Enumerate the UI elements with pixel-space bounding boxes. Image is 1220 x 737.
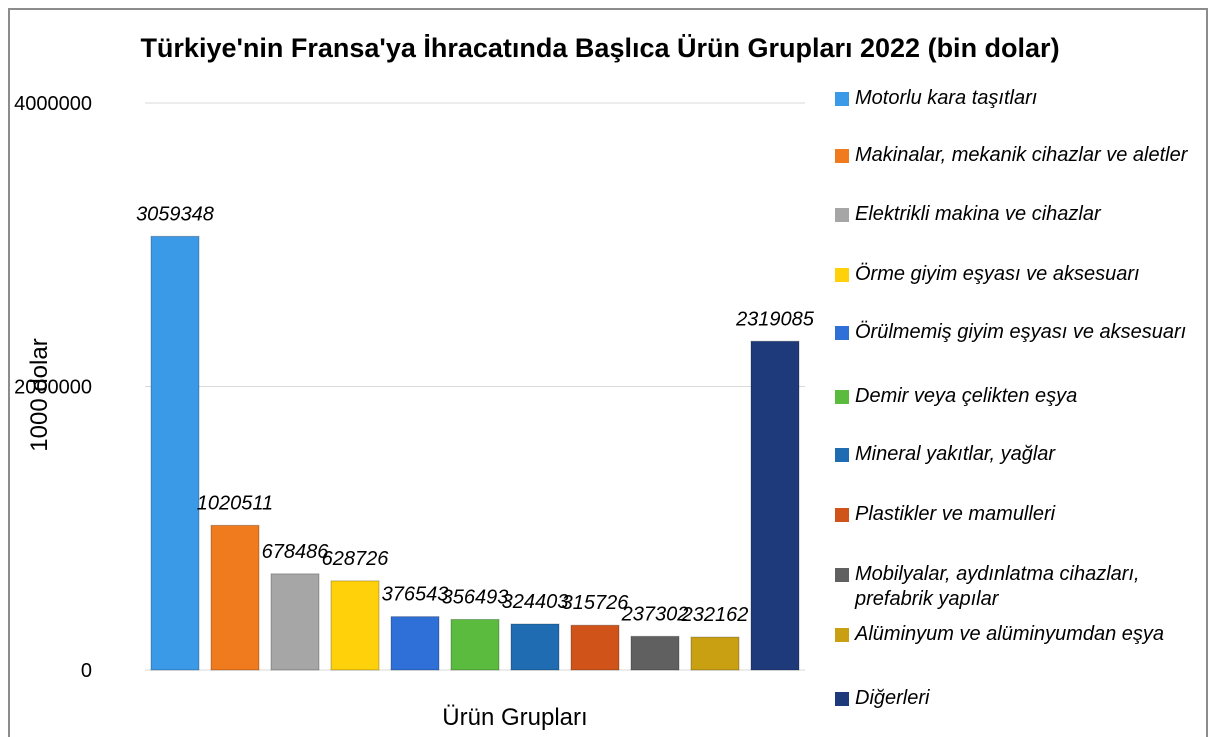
frame bbox=[8, 8, 1208, 737]
data-label: 324403 bbox=[502, 591, 569, 613]
legend-item: Alüminyum ve alüminyumdan eşya bbox=[835, 622, 1205, 647]
legend-label: Örülmemiş giyim eşyası ve aksesuarı bbox=[855, 321, 1187, 343]
bar bbox=[210, 524, 260, 671]
y-tick-label: 2000000 bbox=[14, 377, 92, 399]
legend-swatch bbox=[835, 508, 849, 522]
data-label: 678486 bbox=[262, 541, 330, 563]
data-label: 376543 bbox=[382, 584, 449, 606]
bar bbox=[330, 580, 380, 671]
legend-swatch bbox=[835, 92, 849, 106]
legend-item: Motorlu kara taşıtları bbox=[835, 86, 1205, 111]
legend-swatch bbox=[835, 268, 849, 282]
bar bbox=[270, 573, 320, 671]
y-axis-label: 1000 dolar bbox=[26, 338, 53, 451]
legend-swatch bbox=[835, 390, 849, 404]
data-label: 1020511 bbox=[197, 492, 273, 514]
data-label: 232162 bbox=[681, 604, 749, 626]
legend-swatch bbox=[835, 326, 849, 340]
legend-label: Demir veya çelikten eşya bbox=[855, 385, 1078, 407]
y-tick-label: 0 bbox=[81, 660, 92, 682]
legend-swatch bbox=[835, 692, 849, 706]
legend-label: Elektrikli makina ve cihazlar bbox=[855, 203, 1101, 225]
bar bbox=[630, 635, 680, 671]
legend-label: Mobilyalar, aydınlatma cihazları, prefab… bbox=[855, 563, 1140, 610]
legend-label: Alüminyum ve alüminyumdan eşya bbox=[855, 623, 1165, 645]
bar bbox=[510, 623, 560, 671]
bar bbox=[570, 624, 620, 671]
data-label: 3059348 bbox=[136, 203, 214, 225]
legend-swatch bbox=[835, 628, 849, 642]
bar bbox=[450, 618, 500, 671]
legend-label: Plastikler ve mamulleri bbox=[855, 503, 1056, 525]
legend-label: Mineral yakıtlar, yağlar bbox=[855, 443, 1056, 465]
legend-item: Diğerleri bbox=[835, 686, 1205, 711]
legend-item: Elektrikli makina ve cihazlar bbox=[835, 202, 1205, 227]
bar bbox=[750, 340, 800, 671]
y-tick-label: 4000000 bbox=[14, 93, 92, 115]
legend-item: Mobilyalar, aydınlatma cihazları, prefab… bbox=[835, 562, 1205, 612]
legend-label: Örme giyim eşyası ve aksesuarı bbox=[855, 263, 1140, 285]
data-label: 2319085 bbox=[735, 308, 815, 330]
data-label: 356493 bbox=[442, 586, 509, 608]
data-label: 237302 bbox=[621, 603, 689, 625]
legend-item: Demir veya çelikten eşya bbox=[835, 384, 1205, 409]
legend-label: Diğerleri bbox=[855, 687, 930, 709]
legend-item: Plastikler ve mamulleri bbox=[835, 502, 1205, 527]
legend-swatch bbox=[835, 448, 849, 462]
legend-swatch bbox=[835, 149, 849, 163]
bar bbox=[150, 235, 200, 671]
legend-item: Örme giyim eşyası ve aksesuarı bbox=[835, 262, 1205, 287]
chart-title: Türkiye'nin Fransa'ya İhracatında Başlıc… bbox=[140, 33, 1060, 63]
legend-swatch bbox=[835, 208, 849, 222]
legend-label: Makinalar, mekanik cihazlar ve aletler bbox=[855, 144, 1188, 166]
data-label: 315726 bbox=[562, 592, 630, 614]
x-axis-label: Ürün Grupları bbox=[442, 704, 587, 731]
data-label: 628726 bbox=[322, 548, 390, 570]
bar bbox=[390, 616, 440, 671]
legend-swatch bbox=[835, 568, 849, 582]
legend-label: Motorlu kara taşıtları bbox=[855, 87, 1038, 109]
legend-item: Mineral yakıtlar, yağlar bbox=[835, 442, 1205, 467]
legend-item: Örülmemiş giyim eşyası ve aksesuarı bbox=[835, 320, 1205, 345]
bar bbox=[690, 636, 740, 671]
legend-item: Makinalar, mekanik cihazlar ve aletler bbox=[835, 143, 1205, 168]
